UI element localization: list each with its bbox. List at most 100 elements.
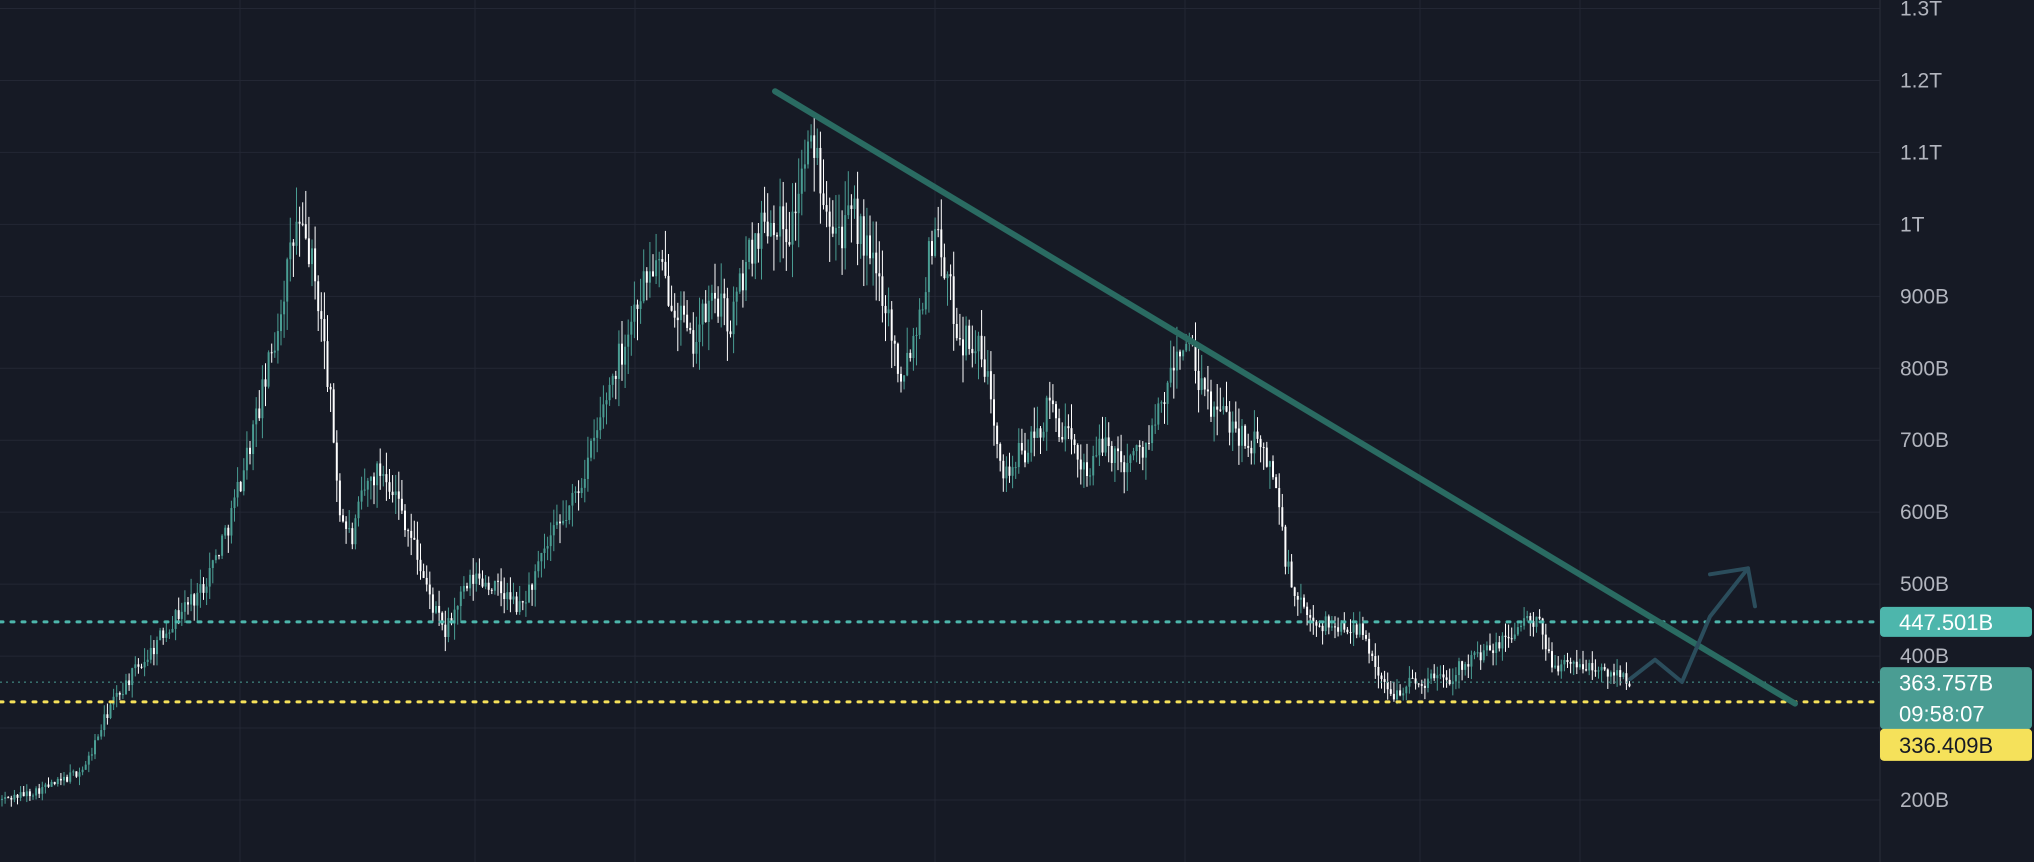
candle-body [621, 343, 623, 365]
candle-body [314, 248, 317, 282]
candle-body [283, 301, 286, 315]
candle-body [679, 305, 682, 321]
candle-body [546, 546, 549, 549]
candle-body [1383, 679, 1386, 682]
candle-body [1594, 670, 1597, 672]
candle-body [1572, 661, 1575, 664]
candle-body [1575, 661, 1578, 668]
candle-body [416, 539, 419, 560]
candle-body [788, 242, 791, 245]
candle-body [1507, 636, 1510, 639]
candle-body [267, 352, 270, 387]
candle-body [493, 580, 496, 591]
candle-body [776, 235, 778, 237]
candle-body [1349, 632, 1352, 634]
candle-body [1361, 623, 1364, 635]
candle-body [335, 442, 338, 481]
candle-body [1030, 431, 1033, 453]
candle-body [1126, 462, 1129, 473]
candle-body [1135, 445, 1138, 452]
projection-path[interactable] [1628, 566, 1750, 684]
candle-body [422, 571, 425, 578]
candle-body [1151, 425, 1154, 444]
candle-body [1141, 446, 1144, 458]
candle-body [1439, 674, 1442, 676]
grid-layer [0, 0, 1880, 862]
candle-body [658, 259, 661, 261]
candle-body [862, 216, 865, 256]
candle-body [1516, 627, 1519, 635]
candle-body [500, 581, 503, 594]
candle-body [332, 389, 335, 443]
candle-body [413, 537, 416, 540]
candle-body [487, 582, 490, 590]
candle-body [1501, 635, 1504, 649]
candle-body [218, 555, 220, 557]
candle-body [180, 611, 183, 619]
candle-body [1303, 597, 1305, 607]
candle-body [943, 257, 946, 279]
candle-body [1485, 645, 1488, 651]
candle-body [859, 216, 862, 244]
candle-body [1206, 389, 1209, 392]
candle-body [187, 602, 189, 605]
candle-body [1290, 561, 1293, 588]
candle-body [1600, 667, 1603, 671]
candle-body [382, 474, 385, 476]
candle-body [311, 248, 313, 265]
candle-body [689, 327, 692, 331]
candle-body [881, 276, 884, 306]
price-axis[interactable]: 200B 400B 500B 600B 700B 800B 900B 1T 1.1T 1.2T 1.… [1879, 0, 2034, 862]
candle-body [639, 301, 642, 309]
candle-body [1070, 428, 1073, 440]
candle-body [686, 314, 689, 328]
level-badge-447: 447.501B [1880, 606, 2032, 637]
candle-body [47, 784, 50, 787]
candle-body [326, 341, 329, 387]
candle-body [1148, 442, 1150, 444]
candle-body [552, 525, 555, 536]
candle-body [459, 591, 462, 607]
candle-body [1231, 421, 1234, 433]
candle-body [1588, 663, 1591, 671]
candle-body [986, 371, 989, 377]
level-badge-336-text: 336.409B [1899, 733, 1993, 758]
candle-body [586, 457, 589, 479]
candle-body [1504, 635, 1507, 637]
y-tick-label: 600B [1900, 501, 1949, 524]
candle-body [1172, 367, 1175, 371]
candle-body [397, 491, 400, 499]
candle-body [518, 601, 521, 613]
candle-body [125, 680, 127, 695]
candle-body [345, 521, 348, 529]
candle-body [1430, 673, 1433, 679]
candle-body [1179, 351, 1181, 357]
candle-body [1606, 669, 1609, 677]
candle-body [78, 772, 81, 777]
candle-body [1423, 685, 1426, 688]
candle-body [565, 519, 568, 521]
candle-body [1445, 677, 1448, 680]
candle-series [1, 114, 1631, 807]
candle-body [338, 480, 341, 516]
descending-trendline[interactable] [772, 88, 1798, 707]
candle-body [1582, 664, 1584, 670]
candle-body [1420, 684, 1423, 686]
candle-body [1616, 670, 1619, 676]
candle-body [1371, 653, 1374, 657]
y-tick-label: 1T [1900, 213, 1925, 236]
candle-body [1436, 675, 1439, 679]
candle-body [165, 633, 168, 638]
candle-body [369, 476, 372, 481]
candle-body [766, 221, 769, 237]
candle-body [1, 798, 3, 800]
candle-body [729, 331, 732, 335]
y-tick-label: 400B [1900, 645, 1949, 668]
candle-body [676, 317, 679, 321]
candle-body [1095, 455, 1098, 457]
candle-body [1433, 673, 1436, 679]
candle-body [1076, 445, 1079, 460]
candle-body [1380, 675, 1383, 680]
